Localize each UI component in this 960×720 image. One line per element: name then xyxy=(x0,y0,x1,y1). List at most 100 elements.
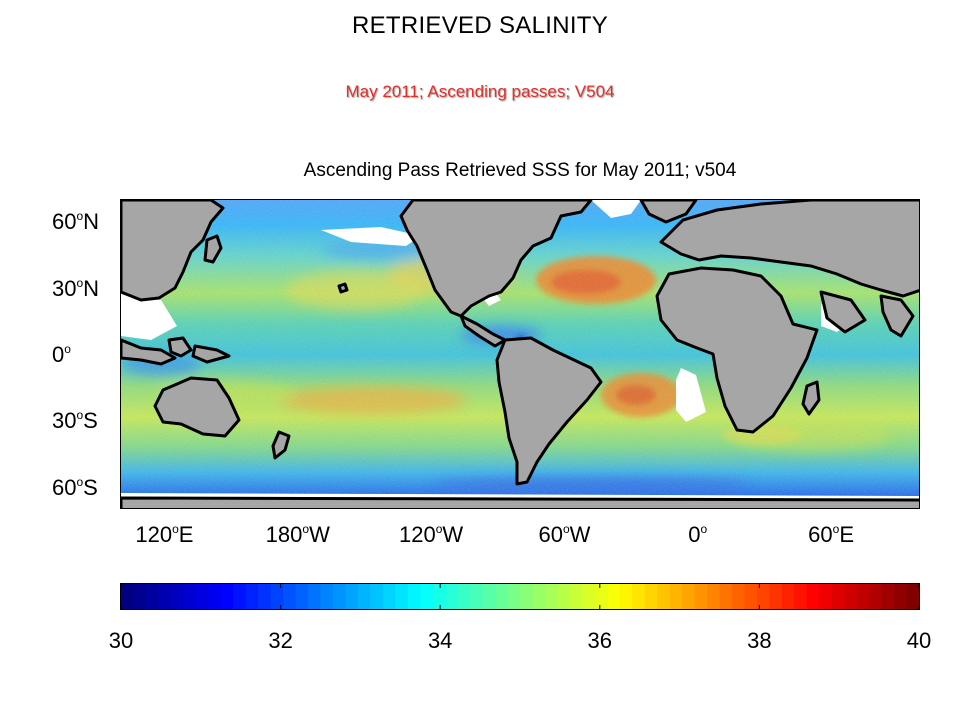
colorbar-step xyxy=(420,584,434,609)
colorbar-step xyxy=(532,584,546,609)
lon-tick-label: 120oW xyxy=(399,522,464,547)
lon-tick-number: 120 xyxy=(135,522,173,547)
colorbar-step xyxy=(482,584,496,609)
colorbar-step xyxy=(844,584,858,609)
colorbar-step xyxy=(382,584,396,609)
lon-tick-number: 120 xyxy=(399,522,436,547)
colorbar-tick-label: 36 xyxy=(587,628,613,653)
colorbar-step xyxy=(170,584,184,609)
colorbar xyxy=(120,583,920,610)
lat-tick-label: 30oN xyxy=(52,275,100,301)
colorbar-step xyxy=(594,584,608,609)
colorbar-step xyxy=(195,584,209,609)
colorbar-step xyxy=(856,584,870,609)
colorbar-step xyxy=(457,584,471,609)
lat-tick-number: 60 xyxy=(52,474,77,500)
colorbar-step xyxy=(607,584,621,609)
colorbar-tick-label: 32 xyxy=(268,628,293,653)
colorbar-step xyxy=(781,584,795,609)
colorbar-step xyxy=(657,584,671,609)
colorbar-step xyxy=(557,584,571,609)
colorbar-step xyxy=(432,584,446,609)
lon-tick-number: 60 xyxy=(538,522,563,547)
colorbar-step xyxy=(283,584,297,609)
lon-tick-number: 180 xyxy=(265,522,303,547)
colorbar-step xyxy=(794,584,808,609)
colorbar-step xyxy=(831,584,845,609)
lat-tick-number: 60 xyxy=(52,209,77,235)
lat-tick-hemisphere: N xyxy=(83,209,100,235)
colorbar-step xyxy=(345,584,359,609)
colorbar-step xyxy=(245,584,259,609)
colorbar-step xyxy=(507,584,521,609)
colorbar-tick-label: 34 xyxy=(427,628,453,653)
lon-tick-hemisphere: E xyxy=(839,522,855,547)
colorbar-step xyxy=(445,584,459,609)
lon-tick-label: 180oW xyxy=(265,522,330,547)
land-masses xyxy=(121,200,919,508)
lat-tick-label: 30oS xyxy=(52,408,98,434)
map-title: Ascending Pass Retrieved SSS for May 201… xyxy=(303,160,737,181)
colorbar-step xyxy=(644,584,658,609)
colorbar-step xyxy=(744,584,758,609)
colorbar-step xyxy=(308,584,322,609)
colorbar-step xyxy=(295,584,309,609)
colorbar-step xyxy=(470,584,484,609)
colorbar-step xyxy=(719,584,733,609)
colorbar-step xyxy=(495,584,509,609)
lon-tick-hemisphere: W xyxy=(569,522,591,547)
colorbar-step xyxy=(395,584,409,609)
colorbar-step xyxy=(357,584,371,609)
lat-tick-hemisphere: S xyxy=(83,474,98,500)
lon-tick-hemisphere: E xyxy=(178,522,194,547)
lat-tick-hemisphere: S xyxy=(83,408,98,434)
colorbar-step xyxy=(756,584,770,609)
lat-tick-label: 60oS xyxy=(52,474,98,500)
colorbar-step xyxy=(731,584,746,609)
lon-tick-label: 60oW xyxy=(538,522,591,547)
colorbar-tick-label: 40 xyxy=(906,628,932,653)
lon-tick-number: 60 xyxy=(808,522,833,547)
colorbar-step xyxy=(769,584,783,609)
colorbar-step xyxy=(682,584,696,609)
lat-tick-hemisphere: N xyxy=(83,275,100,301)
lon-tick-hemisphere: W xyxy=(309,522,330,547)
lat-tick-number: 30 xyxy=(52,275,77,301)
colorbar-step xyxy=(632,584,646,609)
slide-title: RETRIEVED SALINITY xyxy=(351,12,609,39)
colorbar-step xyxy=(258,584,272,609)
lat-tick-number: 30 xyxy=(52,408,77,434)
colorbar-step xyxy=(669,584,683,609)
colorbar-step xyxy=(320,584,334,609)
lon-tick-label: 0o xyxy=(688,522,708,547)
colorbar-step xyxy=(881,584,895,609)
colorbar-step xyxy=(158,584,172,609)
lat-tick-label: 60oN xyxy=(52,209,100,235)
colorbar-step xyxy=(220,584,234,609)
lon-tick-label: 120oE xyxy=(135,522,194,547)
colorbar-step xyxy=(869,584,883,609)
colorbar-step xyxy=(183,584,197,609)
colorbar-step xyxy=(806,584,820,609)
colorbar-tick-label: 38 xyxy=(747,628,772,653)
colorbar-step xyxy=(819,584,833,609)
colorbar-tick-label: 30 xyxy=(108,628,134,653)
colorbar-step xyxy=(407,584,421,609)
colorbar-step xyxy=(582,584,596,609)
lat-tick-label: 0o xyxy=(52,342,71,367)
colorbar-step xyxy=(133,584,147,609)
colorbar-step xyxy=(121,584,135,609)
colorbar-step xyxy=(544,584,559,609)
colorbar-step xyxy=(370,584,384,609)
colorbar-step xyxy=(694,584,708,609)
colorbar-step xyxy=(145,584,160,609)
colorbar-step xyxy=(894,584,908,609)
colorbar-step xyxy=(707,584,721,609)
lon-tick-hemisphere: W xyxy=(442,522,464,547)
colorbar-step xyxy=(270,584,284,609)
lon-tick-label: 60oE xyxy=(808,522,855,547)
lon-tick-number: 0 xyxy=(688,522,701,547)
lat-tick-number: 0 xyxy=(52,342,65,367)
colorbar-step xyxy=(208,584,222,609)
salinity-map xyxy=(120,199,920,509)
